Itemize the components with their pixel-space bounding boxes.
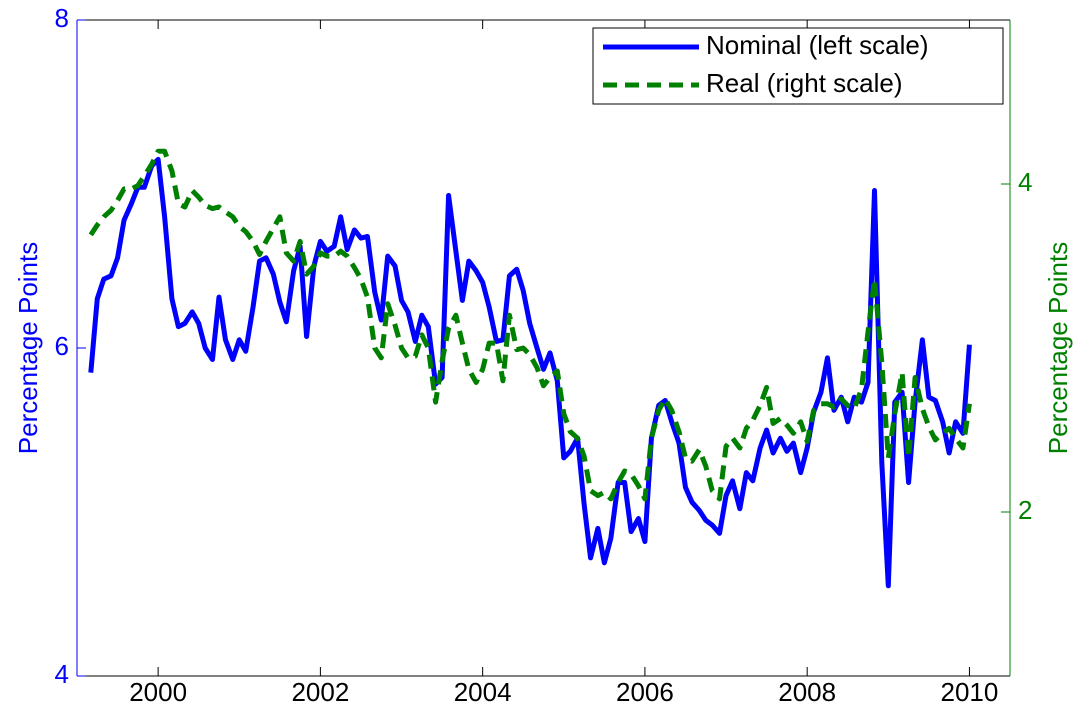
y-tick-label: 8 [55, 3, 69, 33]
y2-tick-label: 2 [1018, 495, 1032, 525]
legend-label: Real (right scale) [706, 68, 903, 98]
legend-label: Nominal (left scale) [706, 30, 929, 60]
y-tick-label: 4 [55, 659, 69, 689]
series-line [88, 148, 972, 502]
y2-axis-title: Percentage Points [1043, 242, 1073, 454]
x-tick-label: 2010 [941, 677, 999, 707]
y-axis-title: Percentage Points [13, 242, 43, 454]
x-tick-label: 2000 [129, 677, 187, 707]
y-tick-label: 6 [55, 331, 69, 361]
legend-box [592, 27, 1004, 105]
series-line [88, 156, 972, 589]
x-tick-label: 2002 [291, 677, 349, 707]
y2-tick-label: 4 [1018, 167, 1032, 197]
x-tick-label: 2004 [454, 677, 512, 707]
x-tick-label: 2006 [616, 677, 674, 707]
x-tick-label: 2008 [778, 677, 836, 707]
legend: Nominal (left scale) Real (right scale) [592, 27, 1004, 105]
